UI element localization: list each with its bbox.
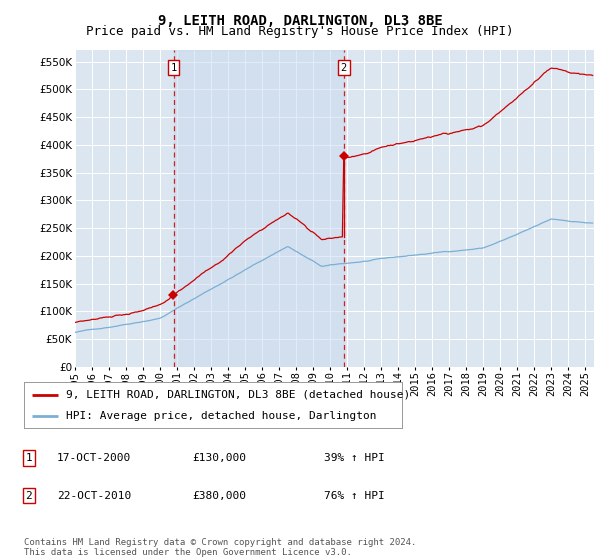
Text: 76% ↑ HPI: 76% ↑ HPI [324, 491, 385, 501]
Bar [173, 50, 344, 367]
Text: 17-OCT-2000: 17-OCT-2000 [57, 453, 131, 463]
Text: 9, LEITH ROAD, DARLINGTON, DL3 8BE: 9, LEITH ROAD, DARLINGTON, DL3 8BE [158, 14, 442, 28]
Text: 1: 1 [170, 63, 177, 73]
Text: £380,000: £380,000 [192, 491, 246, 501]
Text: 22-OCT-2010: 22-OCT-2010 [57, 491, 131, 501]
Text: Price paid vs. HM Land Registry's House Price Index (HPI): Price paid vs. HM Land Registry's House … [86, 25, 514, 38]
Text: 39% ↑ HPI: 39% ↑ HPI [324, 453, 385, 463]
Text: HPI: Average price, detached house, Darlington: HPI: Average price, detached house, Darl… [65, 411, 376, 421]
Text: 2: 2 [341, 63, 347, 73]
Text: 9, LEITH ROAD, DARLINGTON, DL3 8BE (detached house): 9, LEITH ROAD, DARLINGTON, DL3 8BE (deta… [65, 390, 410, 400]
Text: Contains HM Land Registry data © Crown copyright and database right 2024.
This d: Contains HM Land Registry data © Crown c… [24, 538, 416, 557]
Text: £130,000: £130,000 [192, 453, 246, 463]
Text: 2: 2 [25, 491, 32, 501]
Text: 1: 1 [25, 453, 32, 463]
